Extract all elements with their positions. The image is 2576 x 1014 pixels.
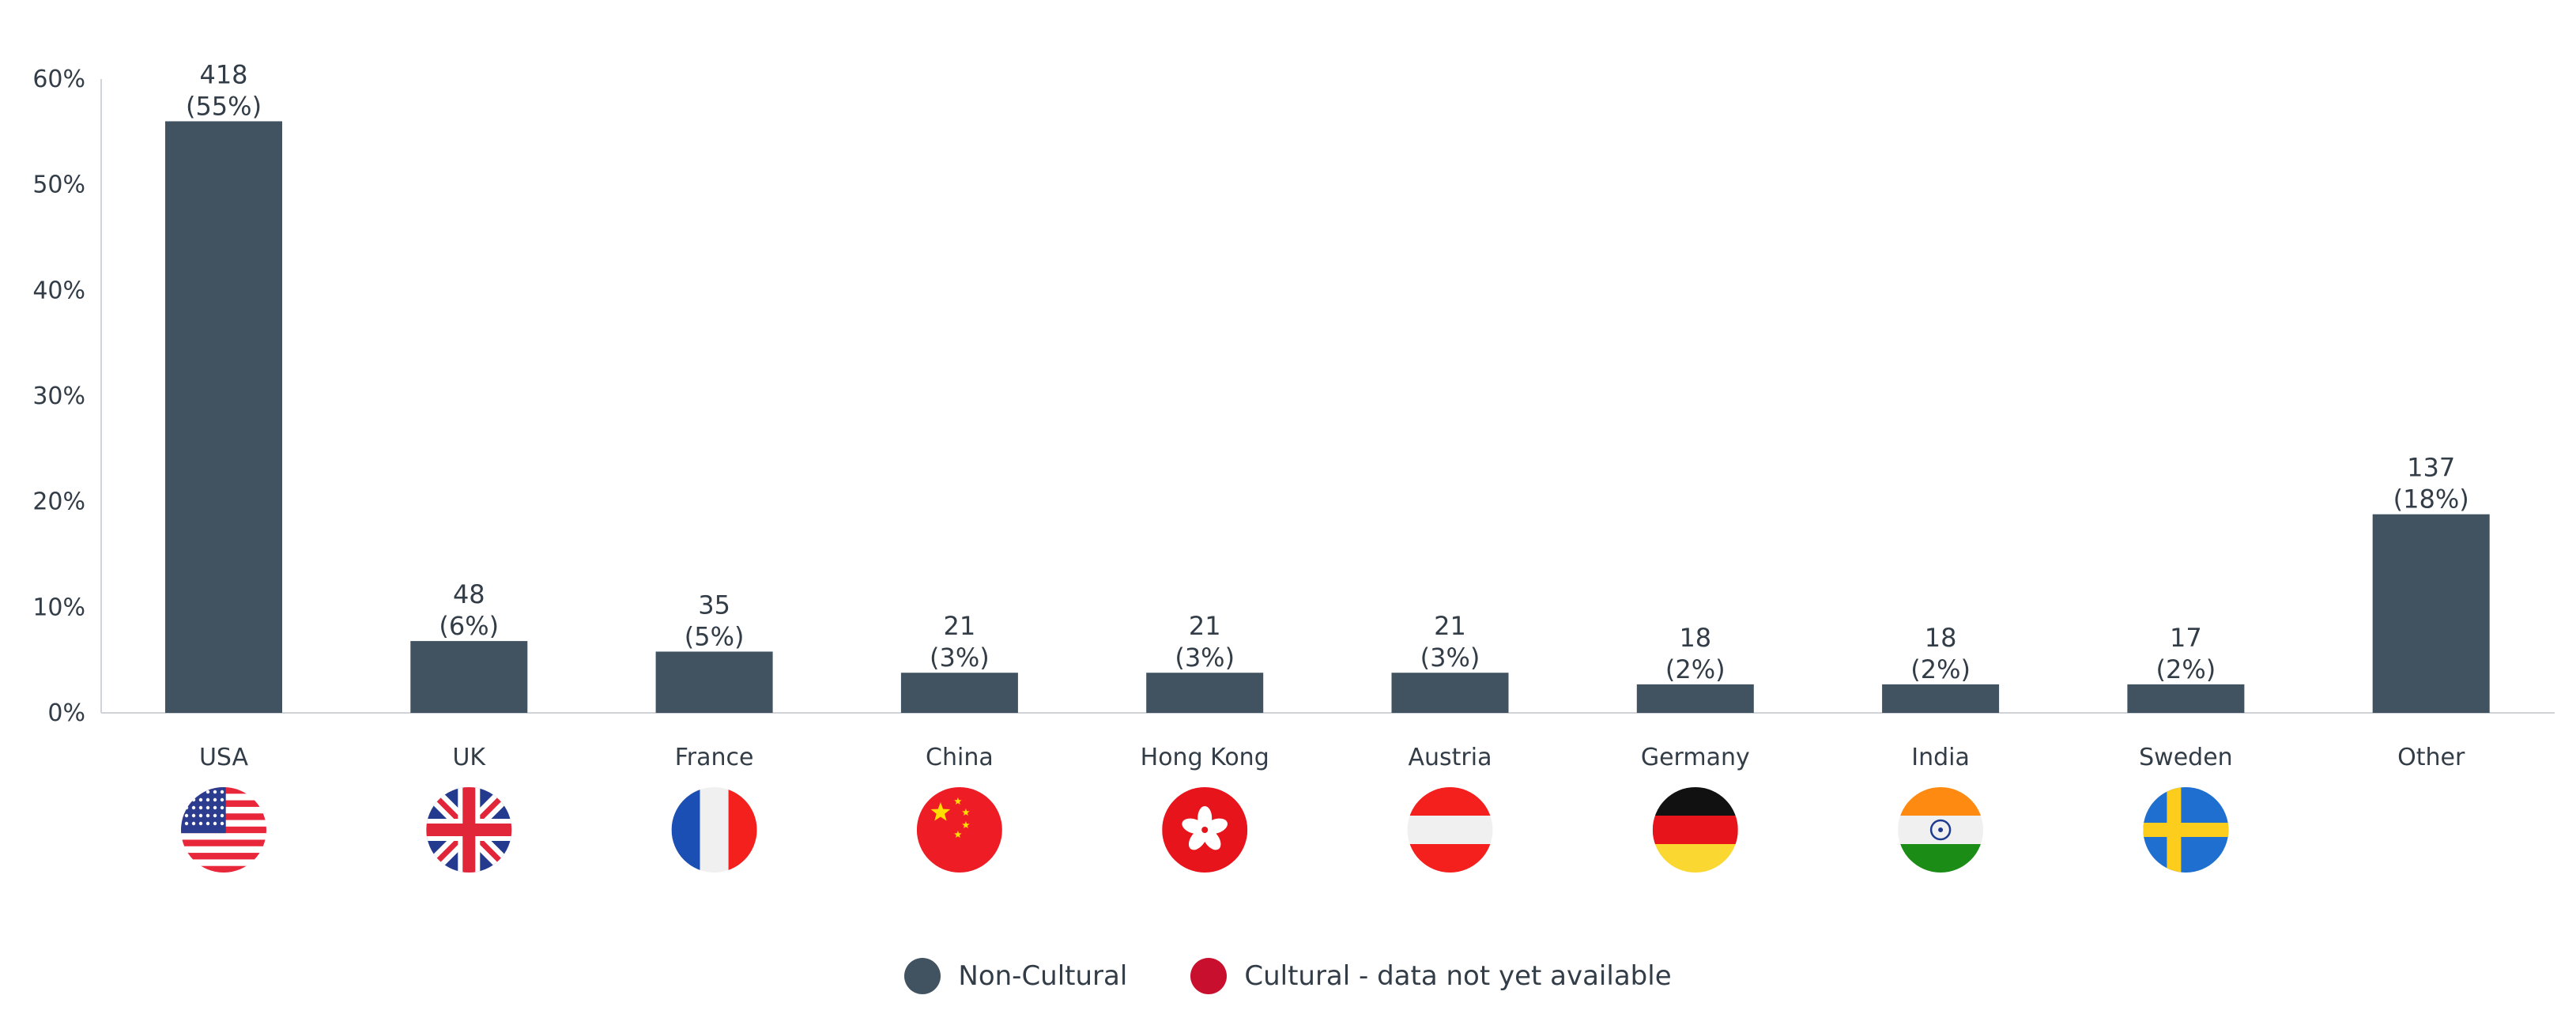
bar-percent-label: (3%) <box>1175 643 1235 673</box>
bar <box>165 121 282 713</box>
china-flag-icon <box>916 787 1002 873</box>
bar-percent-label: (2%) <box>1665 654 1726 684</box>
france-flag-icon <box>671 787 757 873</box>
bar-percent-label: (3%) <box>1420 643 1480 673</box>
flags <box>181 787 2229 873</box>
y-tick-label: 0% <box>47 699 85 727</box>
bar-percent-label: (18%) <box>2393 484 2469 515</box>
legend-item-cultural: Cultural - data not yet available <box>1190 958 1672 994</box>
bar-count-label: 17 <box>2170 623 2202 653</box>
legend-label: Non-Cultural <box>958 960 1128 992</box>
x-tick-label: France <box>675 744 754 771</box>
bar-percent-label: (55%) <box>186 91 262 121</box>
x-tick-label: Germany <box>1641 744 1750 771</box>
germany-flag-icon <box>1652 787 1738 873</box>
bar <box>1882 684 2000 713</box>
bar-count-label: 21 <box>1189 611 1221 641</box>
bar-count-label: 35 <box>698 590 730 620</box>
bar <box>655 651 773 713</box>
bar-percent-label: (5%) <box>685 621 745 651</box>
x-tick-label: Other <box>2397 744 2465 771</box>
bar-count-label: 18 <box>1679 623 1711 653</box>
bar <box>2127 684 2245 713</box>
x-tick-label: Sweden <box>2139 744 2233 771</box>
sweden-flag-icon <box>2143 787 2229 873</box>
bar <box>1391 673 1509 713</box>
bar-percent-label: (2%) <box>2156 654 2216 684</box>
bar <box>2372 514 2490 713</box>
legend-item-non-cultural: Non-Cultural <box>904 958 1127 994</box>
y-tick-label: 40% <box>32 277 85 304</box>
y-tick-label: 20% <box>32 488 85 516</box>
legend-swatch-non-cultural <box>904 958 941 994</box>
bar-percent-label: (2%) <box>1910 654 1971 684</box>
value-labels: 418(55%)48(6%)35(5%) 21(3%)21(3%)21(3%)18… <box>186 59 2469 684</box>
x-tick-label: UK <box>452 744 486 771</box>
austria-flag-icon <box>1407 787 1493 873</box>
x-tick-label: Austria <box>1409 744 1492 771</box>
legend-label: Cultural - data not yet available <box>1244 960 1672 992</box>
bar-count-label: 418 <box>199 59 247 89</box>
y-tick-label: 60% <box>32 66 85 93</box>
bar-count-label: 137 <box>2407 453 2455 483</box>
x-tick-label: USA <box>199 744 249 771</box>
hong-kong-flag-icon <box>1162 787 1248 873</box>
bar <box>410 641 528 713</box>
bar <box>900 673 1018 713</box>
x-tick-label: Hong Kong <box>1141 744 1269 771</box>
bar-count-label: 21 <box>944 611 976 641</box>
bar-count-label: 18 <box>1925 623 1957 653</box>
x-tick-label: India <box>1911 744 1970 771</box>
bar-count-label: 48 <box>453 579 485 609</box>
bar <box>1146 673 1264 713</box>
y-tick-label: 10% <box>32 594 85 621</box>
legend: Non-Cultural Cultural - data not yet ava… <box>0 948 2576 1004</box>
bar-percent-label: (3%) <box>930 643 990 673</box>
x-tick-label: China <box>926 744 994 771</box>
usa-flag-icon <box>181 787 266 873</box>
bar-count-label: 21 <box>1434 611 1466 641</box>
india-flag-icon <box>1898 787 1984 873</box>
bar-percent-label: (6%) <box>439 611 499 641</box>
uk-flag-icon <box>426 787 512 873</box>
legend-swatch-cultural <box>1190 958 1228 994</box>
y-tick-label: 30% <box>32 383 85 410</box>
y-tick-label: 50% <box>32 172 85 199</box>
bars <box>165 121 2490 713</box>
category-labels: USA UK France China Hong Kong Austria Germany I… <box>199 744 2465 771</box>
bar <box>1636 684 1754 713</box>
